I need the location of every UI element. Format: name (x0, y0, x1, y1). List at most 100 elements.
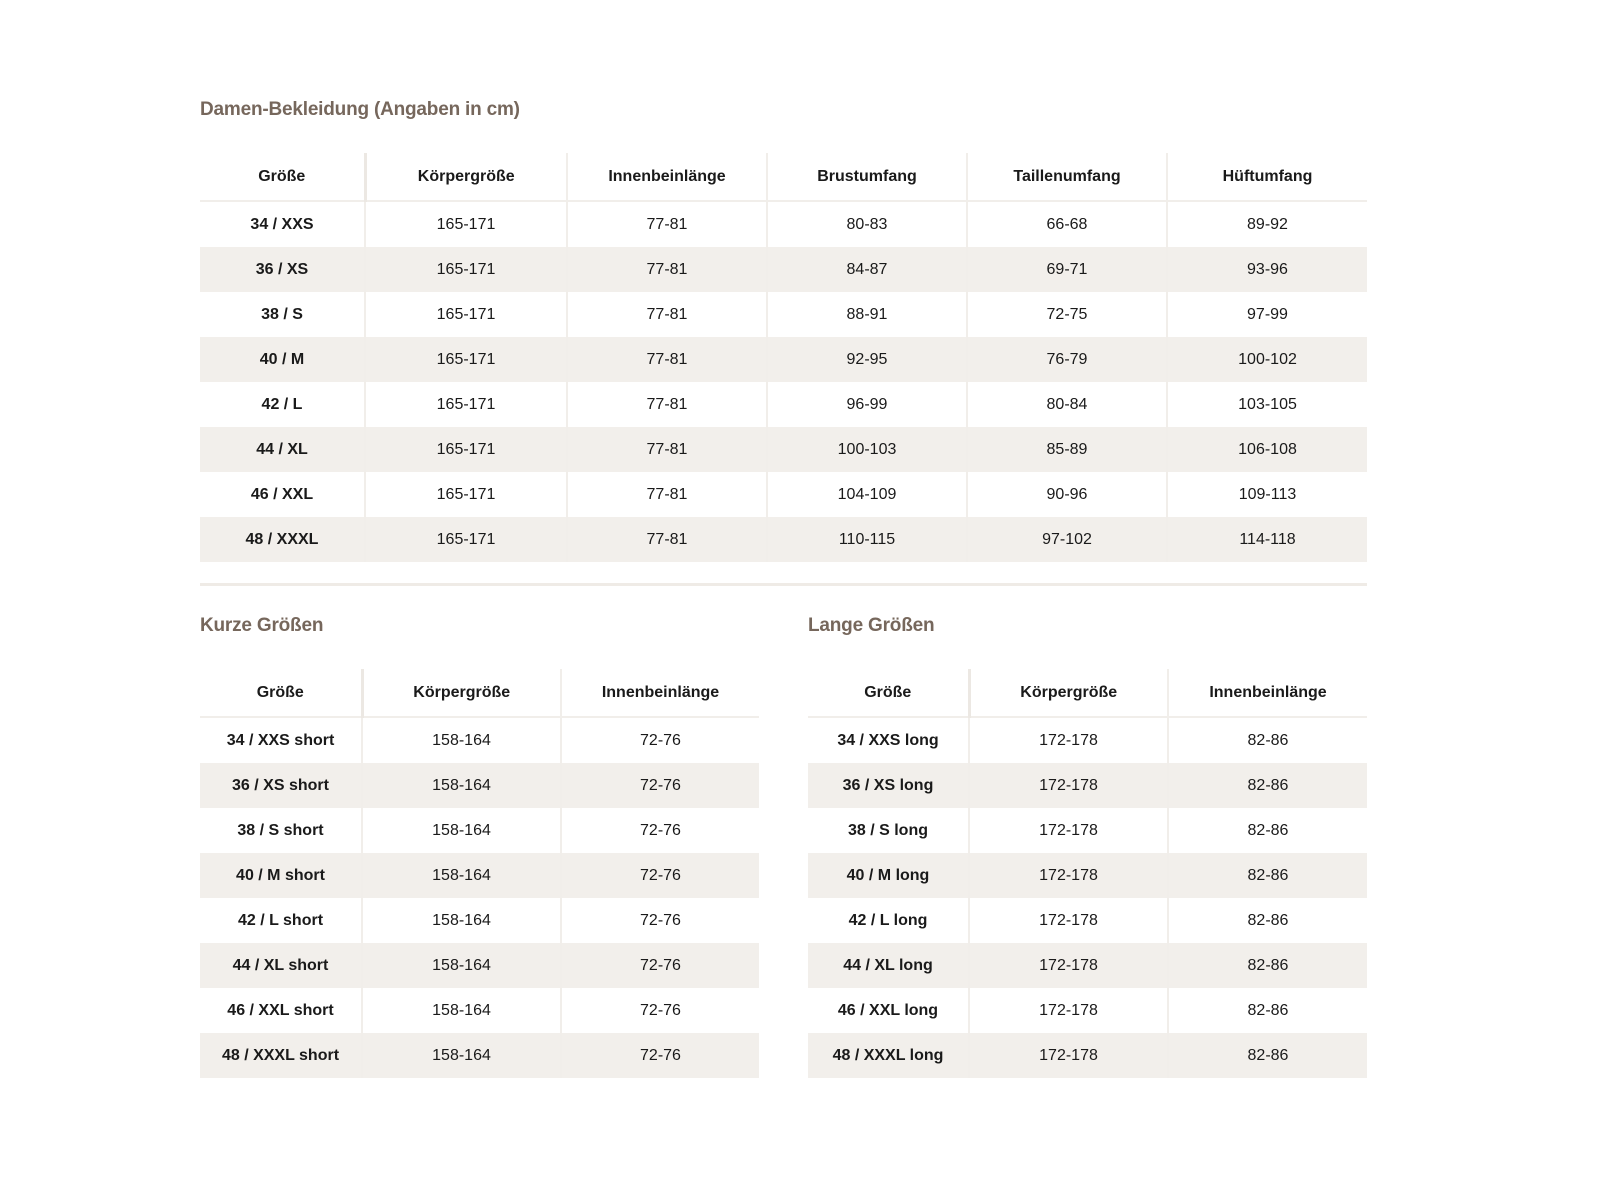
table-cell: 85-89 (966, 427, 1167, 472)
table-cell: 82-86 (1167, 1033, 1367, 1078)
table-row: 46 / XXL short 158-164 72-76 (200, 988, 759, 1033)
table-cell: 165-171 (364, 427, 567, 472)
size-label-cell: 48 / XXXL long (808, 1033, 969, 1078)
table-cell: 72-76 (560, 1033, 759, 1078)
table-cell: 72-76 (560, 898, 759, 943)
size-label-cell: 48 / XXXL short (200, 1033, 362, 1078)
column-header: Größe (200, 153, 367, 202)
table-row: 46 / XXL 165-171 77-81 104-109 90-96 109-113 (200, 472, 1367, 517)
size-label-cell: 40 / M (200, 337, 365, 382)
table-row: 40 / M long 172-178 82-86 (808, 853, 1367, 898)
table-cell: 158-164 (361, 853, 561, 898)
table-cell: 88-91 (766, 292, 967, 337)
table-cell: 165-171 (364, 247, 567, 292)
table-cell: 82-86 (1167, 988, 1367, 1033)
table-cell: 172-178 (968, 808, 1168, 853)
column-header: Körpergröße (968, 669, 1168, 718)
size-label-cell: 46 / XXL long (837, 1001, 939, 1019)
size-label-cell: 40 / M long (808, 853, 969, 898)
table-cell: 165-171 (364, 292, 567, 337)
table-row: 38 / S short 158-164 72-76 (200, 808, 759, 853)
table-cell: 165-171 (364, 517, 567, 562)
main-size-table: Größe Körpergröße Innenbeinlänge Brustumfan… (200, 153, 1367, 562)
table-cell: 165-171 (364, 201, 567, 247)
size-label-cell: 42 / L (261, 395, 303, 413)
table-cell: 77-81 (566, 472, 767, 517)
table-cell: 82-86 (1167, 943, 1367, 988)
table-cell: 72-75 (966, 292, 1167, 337)
table-cell: 165-171 (364, 472, 567, 517)
table-cell: 110-115 (766, 517, 967, 562)
table-cell: 172-178 (968, 763, 1168, 808)
size-label-cell: 40 / M short (200, 853, 362, 898)
table-row: 42 / L long 172-178 82-86 (808, 898, 1367, 943)
table-row: 36 / XS long 172-178 82-86 (808, 763, 1367, 808)
table-cell: 172-178 (968, 1033, 1168, 1078)
table-cell: 158-164 (361, 943, 561, 988)
column-header: Hüftumfang (1166, 153, 1367, 202)
table-cell: 100-103 (766, 427, 967, 472)
table-cell: 72-76 (560, 763, 759, 808)
table-cell: 77-81 (566, 292, 767, 337)
size-label-cell: 42 / L long (848, 911, 928, 929)
column-header: Größe (808, 669, 971, 718)
table-cell: 158-164 (361, 808, 561, 853)
size-label-cell: 46 / XXL (250, 485, 314, 503)
table-row: 44 / XL long 172-178 82-86 (808, 943, 1367, 988)
table-cell: 90-96 (966, 472, 1167, 517)
column-header: Innenbeinlänge (560, 669, 759, 718)
size-label-cell: 36 / XS long (808, 763, 969, 808)
table-cell: 77-81 (566, 517, 767, 562)
size-label-cell: 44 / XL long (808, 943, 969, 988)
table-cell: 72-76 (560, 717, 759, 763)
table-cell: 69-71 (966, 247, 1167, 292)
table-cell: 106-108 (1166, 427, 1367, 472)
table-cell: 158-164 (361, 763, 561, 808)
size-label-cell: 36 / XS short (200, 763, 362, 808)
table-row: 42 / L short 158-164 72-76 (200, 898, 759, 943)
table-cell: 114-118 (1166, 517, 1367, 562)
table-row: 40 / M 165-171 77-81 92-95 76-79 100-102 (200, 337, 1367, 382)
table-cell: 77-81 (566, 247, 767, 292)
table-row: 48 / XXXL short 158-164 72-76 (200, 1033, 759, 1078)
table-cell: 172-178 (968, 988, 1168, 1033)
section-divider (200, 583, 1367, 586)
column-header: Körpergröße (364, 153, 567, 202)
long-size-table: Größe Körpergröße Innenbeinlänge 34 / XXS l… (808, 669, 1367, 1078)
column-header: Größe (200, 669, 364, 718)
table-cell: 72-76 (560, 988, 759, 1033)
table-cell: 158-164 (361, 898, 561, 943)
table-row: 36 / XS short 158-164 72-76 (200, 763, 759, 808)
table-row: 48 / XXXL 165-171 77-81 110-115 97-102 114-11… (200, 517, 1367, 562)
table-cell: 84-87 (766, 247, 967, 292)
column-header: Innenbeinlänge (1167, 669, 1367, 718)
table-cell: 103-105 (1166, 382, 1367, 427)
table-cell: 96-99 (766, 382, 967, 427)
table-row: 44 / XL 165-171 77-81 100-103 85-89 106-108 (200, 427, 1367, 472)
table-cell: 92-95 (766, 337, 967, 382)
table-cell: 172-178 (968, 943, 1168, 988)
table-cell: 93-96 (1166, 247, 1367, 292)
table-cell: 172-178 (968, 853, 1168, 898)
table-row: 44 / XL short 158-164 72-76 (200, 943, 759, 988)
table-cell: 158-164 (361, 717, 561, 763)
size-label-cell: 34 / XXS long (837, 731, 939, 749)
table-row: 38 / S long 172-178 82-86 (808, 808, 1367, 853)
table-cell: 76-79 (966, 337, 1167, 382)
column-header: Körpergröße (361, 669, 561, 718)
table-cell: 72-76 (560, 808, 759, 853)
size-label-cell: 38 / S long (847, 821, 928, 839)
table-cell: 158-164 (361, 988, 561, 1033)
size-label-cell: 46 / XXL short (227, 1001, 334, 1019)
table-cell: 82-86 (1167, 898, 1367, 943)
table-cell: 104-109 (766, 472, 967, 517)
size-label-cell: 38 / S short (237, 821, 324, 839)
table-cell: 72-76 (560, 943, 759, 988)
table-row: 34 / XXS long 172-178 82-86 (808, 717, 1367, 763)
table-row: 34 / XXS 165-171 77-81 80-83 66-68 89-92 (200, 201, 1367, 247)
table-row: 36 / XS 165-171 77-81 84-87 69-71 93-96 (200, 247, 1367, 292)
table-cell: 172-178 (968, 898, 1168, 943)
table-cell: 77-81 (566, 427, 767, 472)
header-row: Größe Körpergröße Innenbeinlänge Brustumfan… (200, 153, 1367, 202)
table-cell: 97-102 (966, 517, 1167, 562)
